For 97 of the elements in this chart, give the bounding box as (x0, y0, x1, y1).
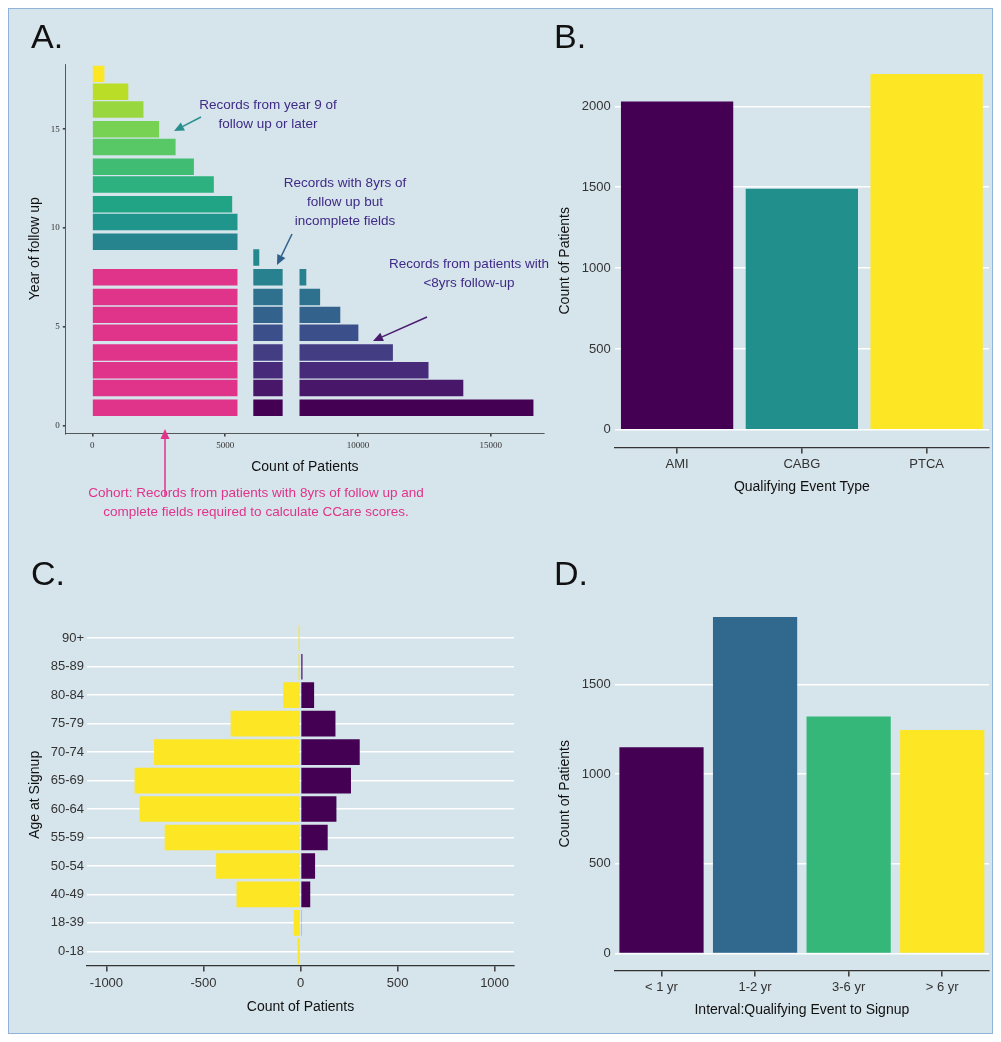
y-axis-title: Count of Patients (556, 740, 573, 848)
y-tick-label: 0 (55, 419, 61, 430)
bar (806, 716, 891, 953)
bar (619, 747, 704, 953)
bar (301, 682, 315, 708)
y-tick-label: 75-79 (50, 715, 85, 731)
bar (712, 617, 798, 953)
annotation: Records from year 9 of follow up or later (198, 96, 338, 133)
y-tick-label: 15 (50, 123, 61, 134)
x-axis-title: Count of Patients (251, 458, 359, 475)
bar (139, 796, 300, 822)
annotation: Records from patients with <8yrs follow-up (389, 255, 549, 292)
bar (92, 138, 176, 156)
bar (92, 399, 238, 416)
bar (236, 881, 300, 908)
x-tick-label: 5000 (216, 440, 235, 451)
bar (301, 824, 328, 851)
y-tick-label: 55-59 (50, 829, 85, 845)
bar (92, 101, 144, 118)
y-tick-label: 1500 (581, 178, 611, 194)
y-tick-label: 60-64 (50, 800, 85, 816)
x-tick-label: 15000 (479, 440, 503, 451)
x-axis-title: Count of Patients (246, 998, 355, 1015)
y-tick-label: 500 (589, 855, 611, 871)
x-tick-label: < 1 yr (645, 978, 679, 994)
bar (745, 188, 858, 430)
chart-title: C. (31, 554, 65, 593)
bar (870, 74, 983, 430)
chart-title: B. (554, 17, 587, 56)
bar (301, 796, 337, 822)
y-tick-label: 40-49 (50, 886, 85, 902)
y-tick-label: 5 (55, 321, 61, 332)
y-axis-title: Age at Signup (26, 750, 43, 839)
y-tick-label: 50-54 (50, 857, 85, 873)
y-tick-label: 500 (589, 340, 611, 356)
bar (216, 853, 300, 879)
y-tick-label: 18-39 (50, 914, 85, 930)
y-tick-label: 70-74 (50, 743, 85, 759)
x-tick-label: PTCA (909, 455, 945, 471)
x-tick-label: 0 (296, 974, 305, 990)
bar (92, 83, 129, 100)
text: Cohort: Records from patients with 8yrs of follow up and complete fields required to calculate CCare scores. (87, 484, 425, 521)
bar (134, 767, 300, 794)
y-axis-title: Year of follow up (26, 196, 43, 301)
x-axis-title: Interval:Qualifying Event to Signup (694, 1001, 910, 1018)
x-tick-label: -1000 (89, 974, 124, 990)
x-tick-label: 500 (386, 974, 409, 990)
y-tick-label: 2000 (581, 97, 611, 113)
x-tick-label: 1-2 yr (738, 978, 773, 994)
y-tick-label: 85-89 (50, 658, 85, 674)
bar (620, 101, 734, 430)
y-tick-label: 90+ (61, 629, 85, 645)
bar (92, 233, 238, 251)
annotation: Records with 8yrs of follow up but incomplete fields (282, 174, 408, 230)
bar (92, 379, 238, 397)
bar (92, 196, 233, 213)
y-tick-label: 65-69 (50, 772, 85, 788)
bar (92, 120, 160, 138)
y-axis-title: Count of Patients (556, 207, 573, 315)
bar (92, 65, 105, 83)
x-tick-label: 3-6 yr (832, 978, 866, 994)
bar (301, 739, 360, 765)
bar (92, 158, 194, 175)
bar (164, 824, 300, 851)
chart-title: D. (554, 554, 588, 593)
bar (92, 269, 238, 286)
x-tick-label: CABG (783, 455, 821, 471)
x-tick-label: -500 (190, 974, 217, 990)
x-tick-label: 0 (90, 440, 96, 451)
bar (301, 710, 336, 737)
y-tick-label: 10 (50, 222, 61, 233)
y-tick-label: 0-18 (58, 942, 85, 958)
x-tick-label: 10000 (346, 440, 370, 451)
x-tick-label: 1000 (480, 974, 510, 990)
y-tick-label: 80-84 (50, 686, 85, 702)
bar (301, 853, 316, 879)
bar (92, 288, 238, 306)
bar (283, 682, 300, 708)
bar (230, 710, 300, 737)
y-tick-label: 1000 (581, 259, 611, 275)
chart-title: A. (31, 17, 64, 56)
bar (92, 176, 214, 193)
bar (253, 249, 260, 266)
bar (301, 767, 351, 794)
y-tick-label: 0 (603, 945, 611, 961)
bar (154, 739, 300, 765)
x-tick-label: > 6 yr (925, 978, 960, 994)
bar (297, 938, 300, 965)
y-tick-label: 1000 (581, 765, 611, 781)
y-tick-label: 1500 (581, 675, 611, 691)
bar (92, 213, 238, 231)
x-tick-label: AMI (665, 455, 689, 471)
bar (900, 730, 985, 953)
bar (301, 881, 311, 908)
y-tick-label: 0 (603, 421, 611, 437)
bar (293, 910, 300, 936)
x-axis-title: Qualifying Event Type (733, 478, 871, 495)
